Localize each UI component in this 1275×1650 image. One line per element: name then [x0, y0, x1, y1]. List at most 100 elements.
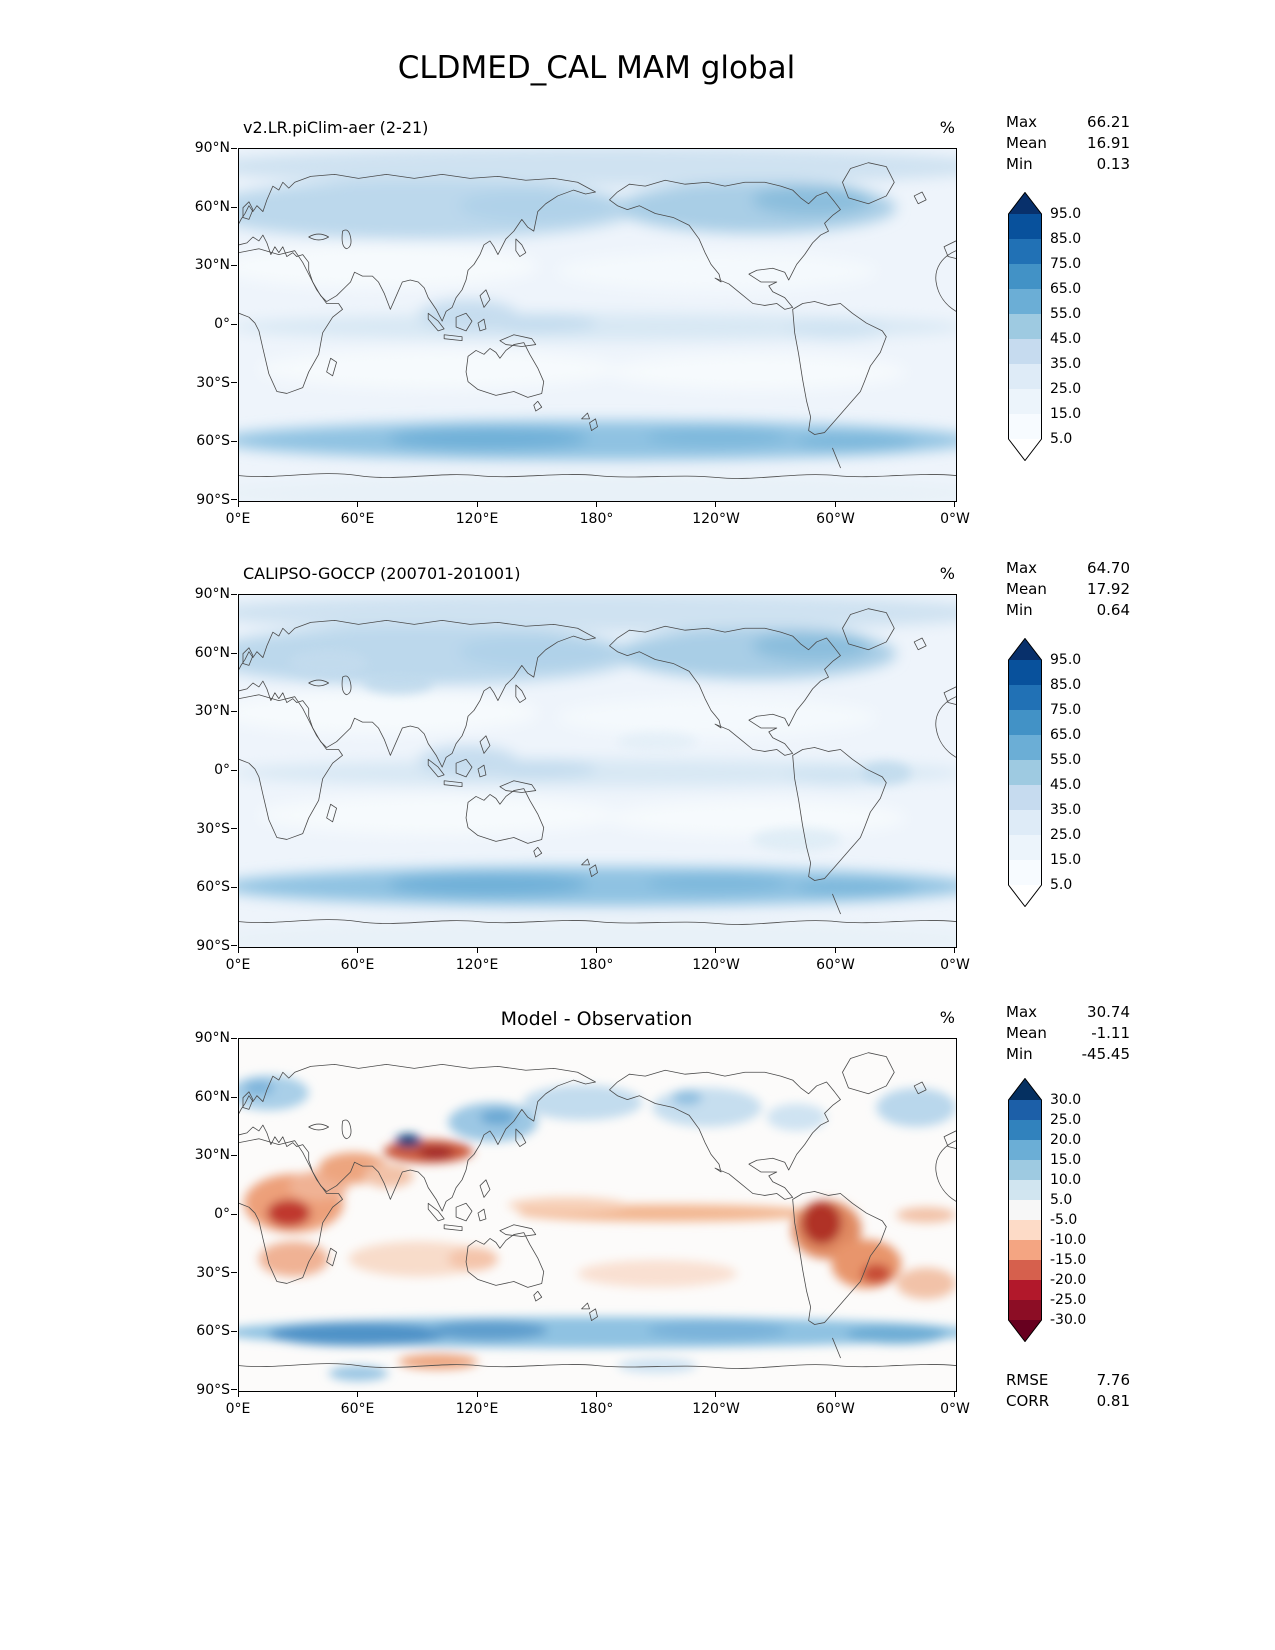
lon-tick-mark	[476, 947, 478, 953]
lat-tick-labels: 90°N 60°N 30°N 0° 30°S 60°S 90°S	[194, 586, 230, 954]
colorbar-segment	[1008, 760, 1042, 785]
lon-tick-mark	[476, 501, 478, 507]
stat-row: Max 30.74	[1006, 1002, 1130, 1023]
lat-tick-mark	[231, 1330, 237, 1332]
stats-block: Max 66.21 Mean 16.91 Min 0.13	[1006, 112, 1130, 175]
lat-tick-mark	[231, 828, 237, 829]
lon-tick-mark	[834, 501, 836, 507]
colorbar-segment	[1008, 1280, 1042, 1300]
colorbar-segment	[1008, 1240, 1042, 1260]
lat-tick-mark	[231, 440, 237, 442]
lon-ticks	[238, 1391, 955, 1397]
lat-tick-mark	[231, 382, 237, 383]
lon-tick-mark	[595, 501, 597, 507]
colorbar-extend-over	[1008, 192, 1042, 214]
colorbar-segment	[1008, 1200, 1042, 1220]
lon-tick-mark	[595, 947, 597, 953]
lat-tick-mark	[231, 323, 237, 325]
lon-tick-mark	[357, 1391, 359, 1397]
colorbar-segment	[1008, 289, 1042, 314]
colorbar-segments	[1008, 214, 1042, 439]
panel-title: CALIPSO-GOCCP (200701-201001)	[243, 564, 521, 583]
lon-tick-labels: 0°E 60°E 120°E 180° 120°W 60°W 0°W	[225, 1401, 970, 1417]
lat-tick-mark	[231, 594, 237, 595]
lat-tick-mark	[231, 265, 237, 266]
colorbar: 95.0 85.0 75.0 65.0 55.0 45.0 35.0 25.0 15.0 5.0	[1008, 638, 1081, 907]
colorbar-segment	[1008, 314, 1042, 339]
colorbar-segments	[1008, 1100, 1042, 1320]
colorbar-segment	[1008, 364, 1042, 389]
panel-title: Model - Observation	[500, 1008, 693, 1030]
stat-value: 0.64	[1096, 601, 1130, 619]
lon-ticks	[238, 501, 955, 507]
lat-ticks	[231, 148, 237, 500]
map-difference	[238, 1038, 957, 1392]
stat-row: Max 64.70	[1006, 558, 1130, 579]
lon-ticks	[238, 947, 955, 953]
stat-row: Min -45.45	[1006, 1044, 1130, 1065]
lon-tick-mark	[834, 947, 836, 953]
stat-label: Min	[1006, 601, 1033, 619]
lat-tick-mark	[231, 1389, 237, 1390]
stats-block: Max 64.70 Mean 17.92 Min 0.64	[1006, 558, 1130, 621]
stat-row: Max 66.21	[1006, 112, 1130, 133]
colorbar-tick-labels: 95.0 85.0 75.0 65.0 55.0 45.0 35.0 25.0 15.0 5.0	[1050, 206, 1082, 447]
colorbar-segment	[1008, 414, 1042, 439]
stat-label: Min	[1006, 1045, 1033, 1063]
figure-title: CLDMED_CAL MAM global	[397, 50, 796, 86]
stat-value: 64.70	[1087, 559, 1130, 577]
lon-tick-labels: 0°E 60°E 120°E 180° 120°W 60°W 0°W	[225, 957, 970, 973]
metric-value: 7.76	[1096, 1371, 1130, 1389]
stat-value: 66.21	[1087, 113, 1130, 131]
colorbar-segment	[1008, 1140, 1042, 1160]
stat-label: Max	[1006, 559, 1038, 577]
colorbar-segment	[1008, 685, 1042, 710]
stat-label: Mean	[1006, 134, 1047, 152]
lon-tick-mark	[834, 1391, 836, 1397]
lat-tick-mark	[231, 945, 237, 946]
stat-value: -45.45	[1081, 1045, 1130, 1063]
stat-row: Min 0.64	[1006, 600, 1130, 621]
stat-label: Max	[1006, 113, 1038, 131]
lat-tick-mark	[231, 499, 237, 500]
colorbar-segment	[1008, 1120, 1042, 1140]
lon-tick-labels: 0°E 60°E 120°E 180° 120°W 60°W 0°W	[225, 511, 970, 527]
colorbar-segment	[1008, 1300, 1042, 1320]
panel-model: v2.LR.piClim-aer (2-21) % Max 66.21 Mean…	[0, 112, 1275, 542]
lon-tick-mark	[238, 947, 239, 953]
colorbar-extend-over	[1008, 1078, 1042, 1100]
colorbar-segments	[1008, 660, 1042, 885]
lat-tick-mark	[231, 1272, 237, 1273]
units-label: %	[939, 564, 955, 583]
metric-label: CORR	[1006, 1392, 1050, 1410]
lat-tick-labels: 90°N 60°N 30°N 0° 30°S 60°S 90°S	[194, 1030, 230, 1398]
colorbar-extend-under	[1008, 439, 1042, 461]
colorbar-tick-labels: 95.0 85.0 75.0 65.0 55.0 45.0 35.0 25.0 15.0 5.0	[1050, 652, 1082, 893]
lat-tick-mark	[231, 1038, 237, 1039]
units-label: %	[939, 1008, 955, 1027]
colorbar: 30.0 25.0 20.0 15.0 10.0 5.0 -5.0 -10.0 -15.0 -20…	[1008, 1078, 1086, 1342]
stat-value: 30.74	[1087, 1003, 1130, 1021]
colorbar-segment	[1008, 785, 1042, 810]
lon-tick-mark	[953, 1391, 955, 1397]
map-observation-svg	[239, 595, 956, 947]
lon-tick-mark	[715, 501, 717, 507]
lon-tick-mark	[357, 947, 359, 953]
lat-tick-labels: 90°N 60°N 30°N 0° 30°S 60°S 90°S	[194, 140, 230, 508]
colorbar-segment	[1008, 1220, 1042, 1240]
lat-ticks	[231, 594, 237, 946]
lat-tick-mark	[231, 886, 237, 888]
map-model	[238, 148, 957, 502]
colorbar-segment	[1008, 860, 1042, 885]
metric-row: RMSE 7.76	[1006, 1370, 1130, 1391]
stat-value: 0.13	[1096, 155, 1130, 173]
lon-tick-mark	[238, 501, 239, 507]
metric-label: RMSE	[1006, 1371, 1049, 1389]
colorbar-extend-under	[1008, 1320, 1042, 1342]
stat-label: Mean	[1006, 1024, 1047, 1042]
map-model-svg	[239, 149, 956, 501]
lat-tick-mark	[231, 1213, 237, 1215]
stat-row: Mean -1.11	[1006, 1023, 1130, 1044]
lat-tick-mark	[231, 769, 237, 771]
